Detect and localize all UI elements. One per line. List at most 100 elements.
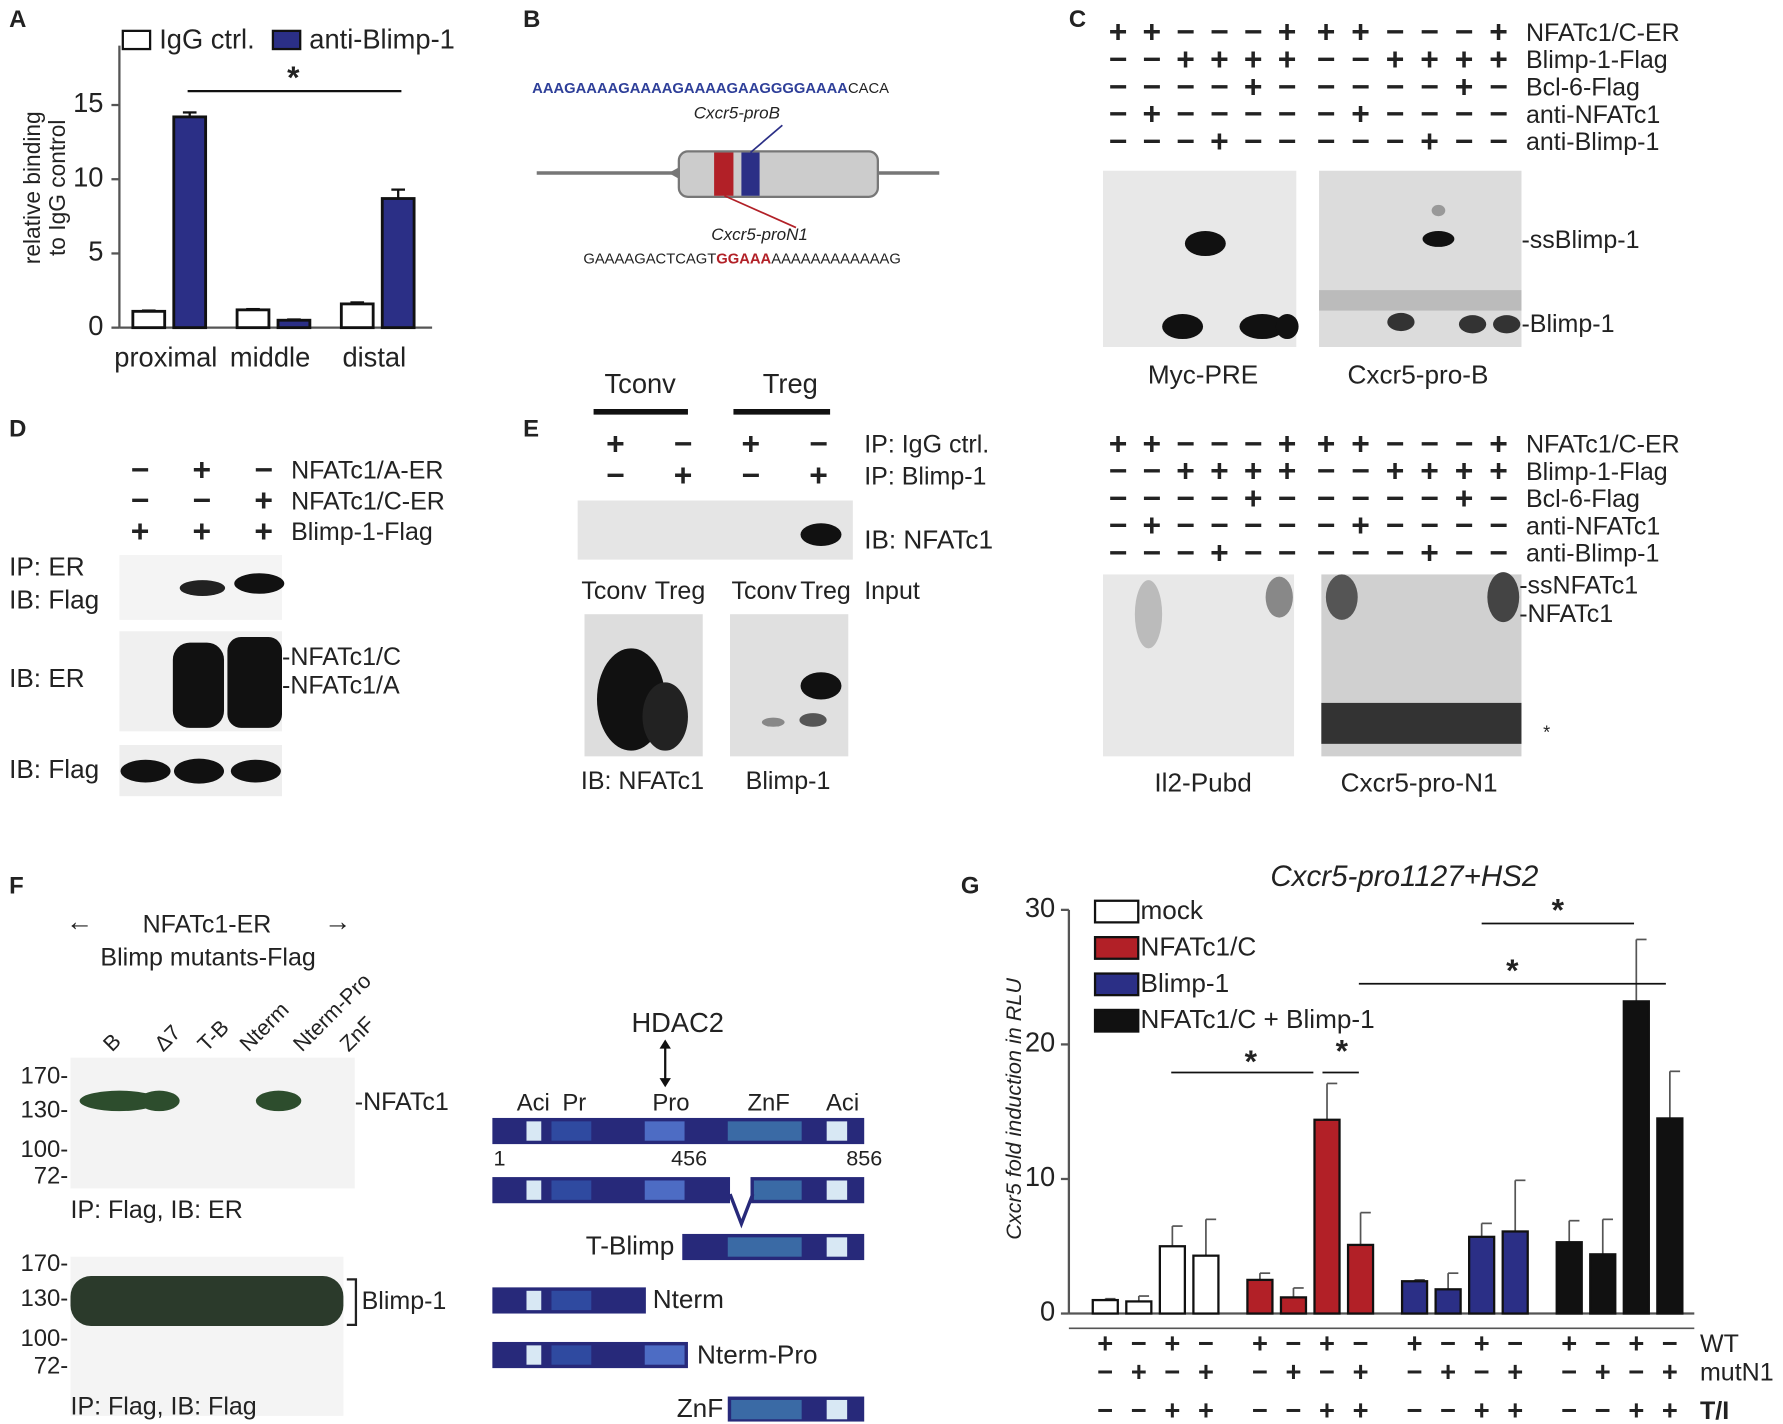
legend-label: NFATc1/C + Blimp-1	[1141, 1004, 1375, 1034]
condition-sign: −	[1407, 1395, 1423, 1424]
significance-star: *	[1245, 1043, 1258, 1079]
bar	[1656, 1117, 1684, 1315]
row-label: anti-Blimp-1	[1526, 540, 1659, 568]
caption: IP: Flag, IB: ER	[71, 1196, 243, 1224]
row-label: Blimp-1-Flag	[1526, 46, 1668, 74]
y-axis-label: relative binding	[19, 111, 45, 264]
sequence-part: AAAGAAAAGAAAAGAAAAGAAGGGGAAAA	[532, 81, 848, 97]
sequence: AAAGAAAAGAAAAGAAAAGAAGGGGAAAACACA	[532, 81, 889, 97]
bar	[276, 318, 312, 330]
sign-row: −−++++	[1109, 41, 1297, 77]
bar	[1125, 1300, 1153, 1315]
legend-label: anti-Blimp-1	[309, 23, 455, 54]
probe-label: Il2-Pubd	[1154, 768, 1251, 798]
x-tick-label: middle	[230, 342, 310, 373]
construct-label: Nterm	[653, 1284, 724, 1314]
condition-sign: −	[1286, 1395, 1302, 1424]
coip-blots	[119, 555, 285, 797]
row-label: Bcl-6-Flag	[1526, 485, 1640, 513]
bar	[1192, 1254, 1220, 1315]
mw-marker: 170-	[20, 1062, 68, 1089]
significance-star: *	[1336, 1033, 1349, 1069]
bar	[380, 197, 416, 330]
condition-sign: −	[1252, 1356, 1268, 1387]
sequence-part: AAAAAAAAAAAAG	[771, 251, 901, 267]
position-label: 456	[671, 1146, 707, 1171]
bar	[1158, 1245, 1187, 1315]
sign-row: −+−−−−	[1109, 507, 1297, 543]
domain-label: Pro	[652, 1090, 689, 1117]
condition-sign: −	[1252, 1395, 1268, 1424]
band-label: -ssNFATc1	[1519, 572, 1638, 600]
condition-sign: +	[1595, 1356, 1611, 1387]
sign-row: ++−−−+	[1109, 425, 1297, 461]
mw-marker: 130-	[20, 1096, 68, 1123]
position-label: 1	[494, 1146, 506, 1171]
sign-row: −−++++	[1109, 453, 1297, 489]
lane-label: Treg	[655, 577, 705, 605]
legend-label: NFATc1/C	[1141, 931, 1257, 961]
legend-label: Blimp-1	[1141, 968, 1230, 998]
band-label: -NFATc1/A	[282, 672, 400, 700]
bar	[1279, 1296, 1308, 1315]
condition-sign: −	[1131, 1328, 1147, 1359]
condition-sign: −	[1662, 1328, 1678, 1359]
condition-sign: +	[1662, 1356, 1678, 1387]
panel-label: B	[523, 6, 540, 33]
header: Blimp mutants-Flag	[100, 943, 315, 971]
row-label: anti-Blimp-1	[1526, 128, 1659, 156]
significance-star: *	[1506, 952, 1519, 988]
legend-swatch	[1093, 936, 1140, 960]
condition-sign: −	[1561, 1395, 1577, 1424]
condition-label: mutN1	[1700, 1358, 1774, 1386]
sequence-part: GAAAAGACTCAGT	[583, 251, 716, 267]
blot-label: IB: Flag	[9, 585, 99, 615]
bar	[1434, 1288, 1462, 1315]
band-label: -ssBlimp-1	[1521, 226, 1639, 254]
bar	[1313, 1118, 1341, 1315]
sign-row: −−−−+−	[1317, 480, 1508, 516]
mw-marker: 100-	[20, 1325, 68, 1352]
y-tick-label: 30	[1025, 892, 1055, 923]
bar	[131, 309, 167, 330]
lane-label: Treg	[800, 577, 850, 605]
condition-sign: +	[1252, 1328, 1268, 1359]
emsa-blots	[1103, 170, 1522, 757]
condition-sign: +	[1198, 1356, 1214, 1387]
blot-label: IB: NFATc1	[581, 767, 704, 795]
condition-label: WT	[1700, 1330, 1739, 1358]
sign-row: ++−−−+	[1317, 14, 1508, 50]
condition-sign: +	[1319, 1395, 1335, 1424]
lane-label: Tconv	[731, 577, 797, 605]
row-label: anti-NFATc1	[1526, 512, 1660, 540]
condition-sign: +	[1164, 1328, 1180, 1359]
domain-label: Pr	[562, 1090, 586, 1117]
condition-sign: −	[1507, 1328, 1523, 1359]
sequence-part: CACA	[848, 81, 889, 97]
condition-sign: +	[1662, 1395, 1678, 1424]
bar	[235, 308, 271, 330]
panel-label: D	[9, 415, 26, 442]
panel-label: E	[523, 415, 539, 442]
row-label: anti-NFATc1	[1526, 101, 1660, 129]
header: NFATc1-ER	[143, 910, 272, 938]
probe-label: Myc-PRE	[1148, 359, 1258, 389]
y-tick-label: 10	[73, 161, 103, 192]
row-label: NFATc1/C-ER	[1526, 431, 1680, 459]
significance-star: *	[287, 59, 300, 95]
group-label: Tconv	[605, 368, 677, 399]
blot-label: Blimp-1	[746, 767, 831, 795]
bar	[1622, 1000, 1650, 1315]
bar	[1091, 1298, 1119, 1315]
domain-label: Aci	[826, 1090, 859, 1117]
bar	[1555, 1241, 1583, 1315]
condition-sign: −	[1561, 1356, 1577, 1387]
condition-sign: +	[1507, 1356, 1523, 1387]
condition-sign: +	[1353, 1395, 1369, 1424]
legend-label: mock	[1141, 895, 1204, 925]
gene-schematic	[536, 124, 940, 229]
condition-sign: +	[1407, 1328, 1423, 1359]
panel-label: C	[1069, 6, 1086, 33]
domain-label: Aci	[517, 1090, 550, 1117]
